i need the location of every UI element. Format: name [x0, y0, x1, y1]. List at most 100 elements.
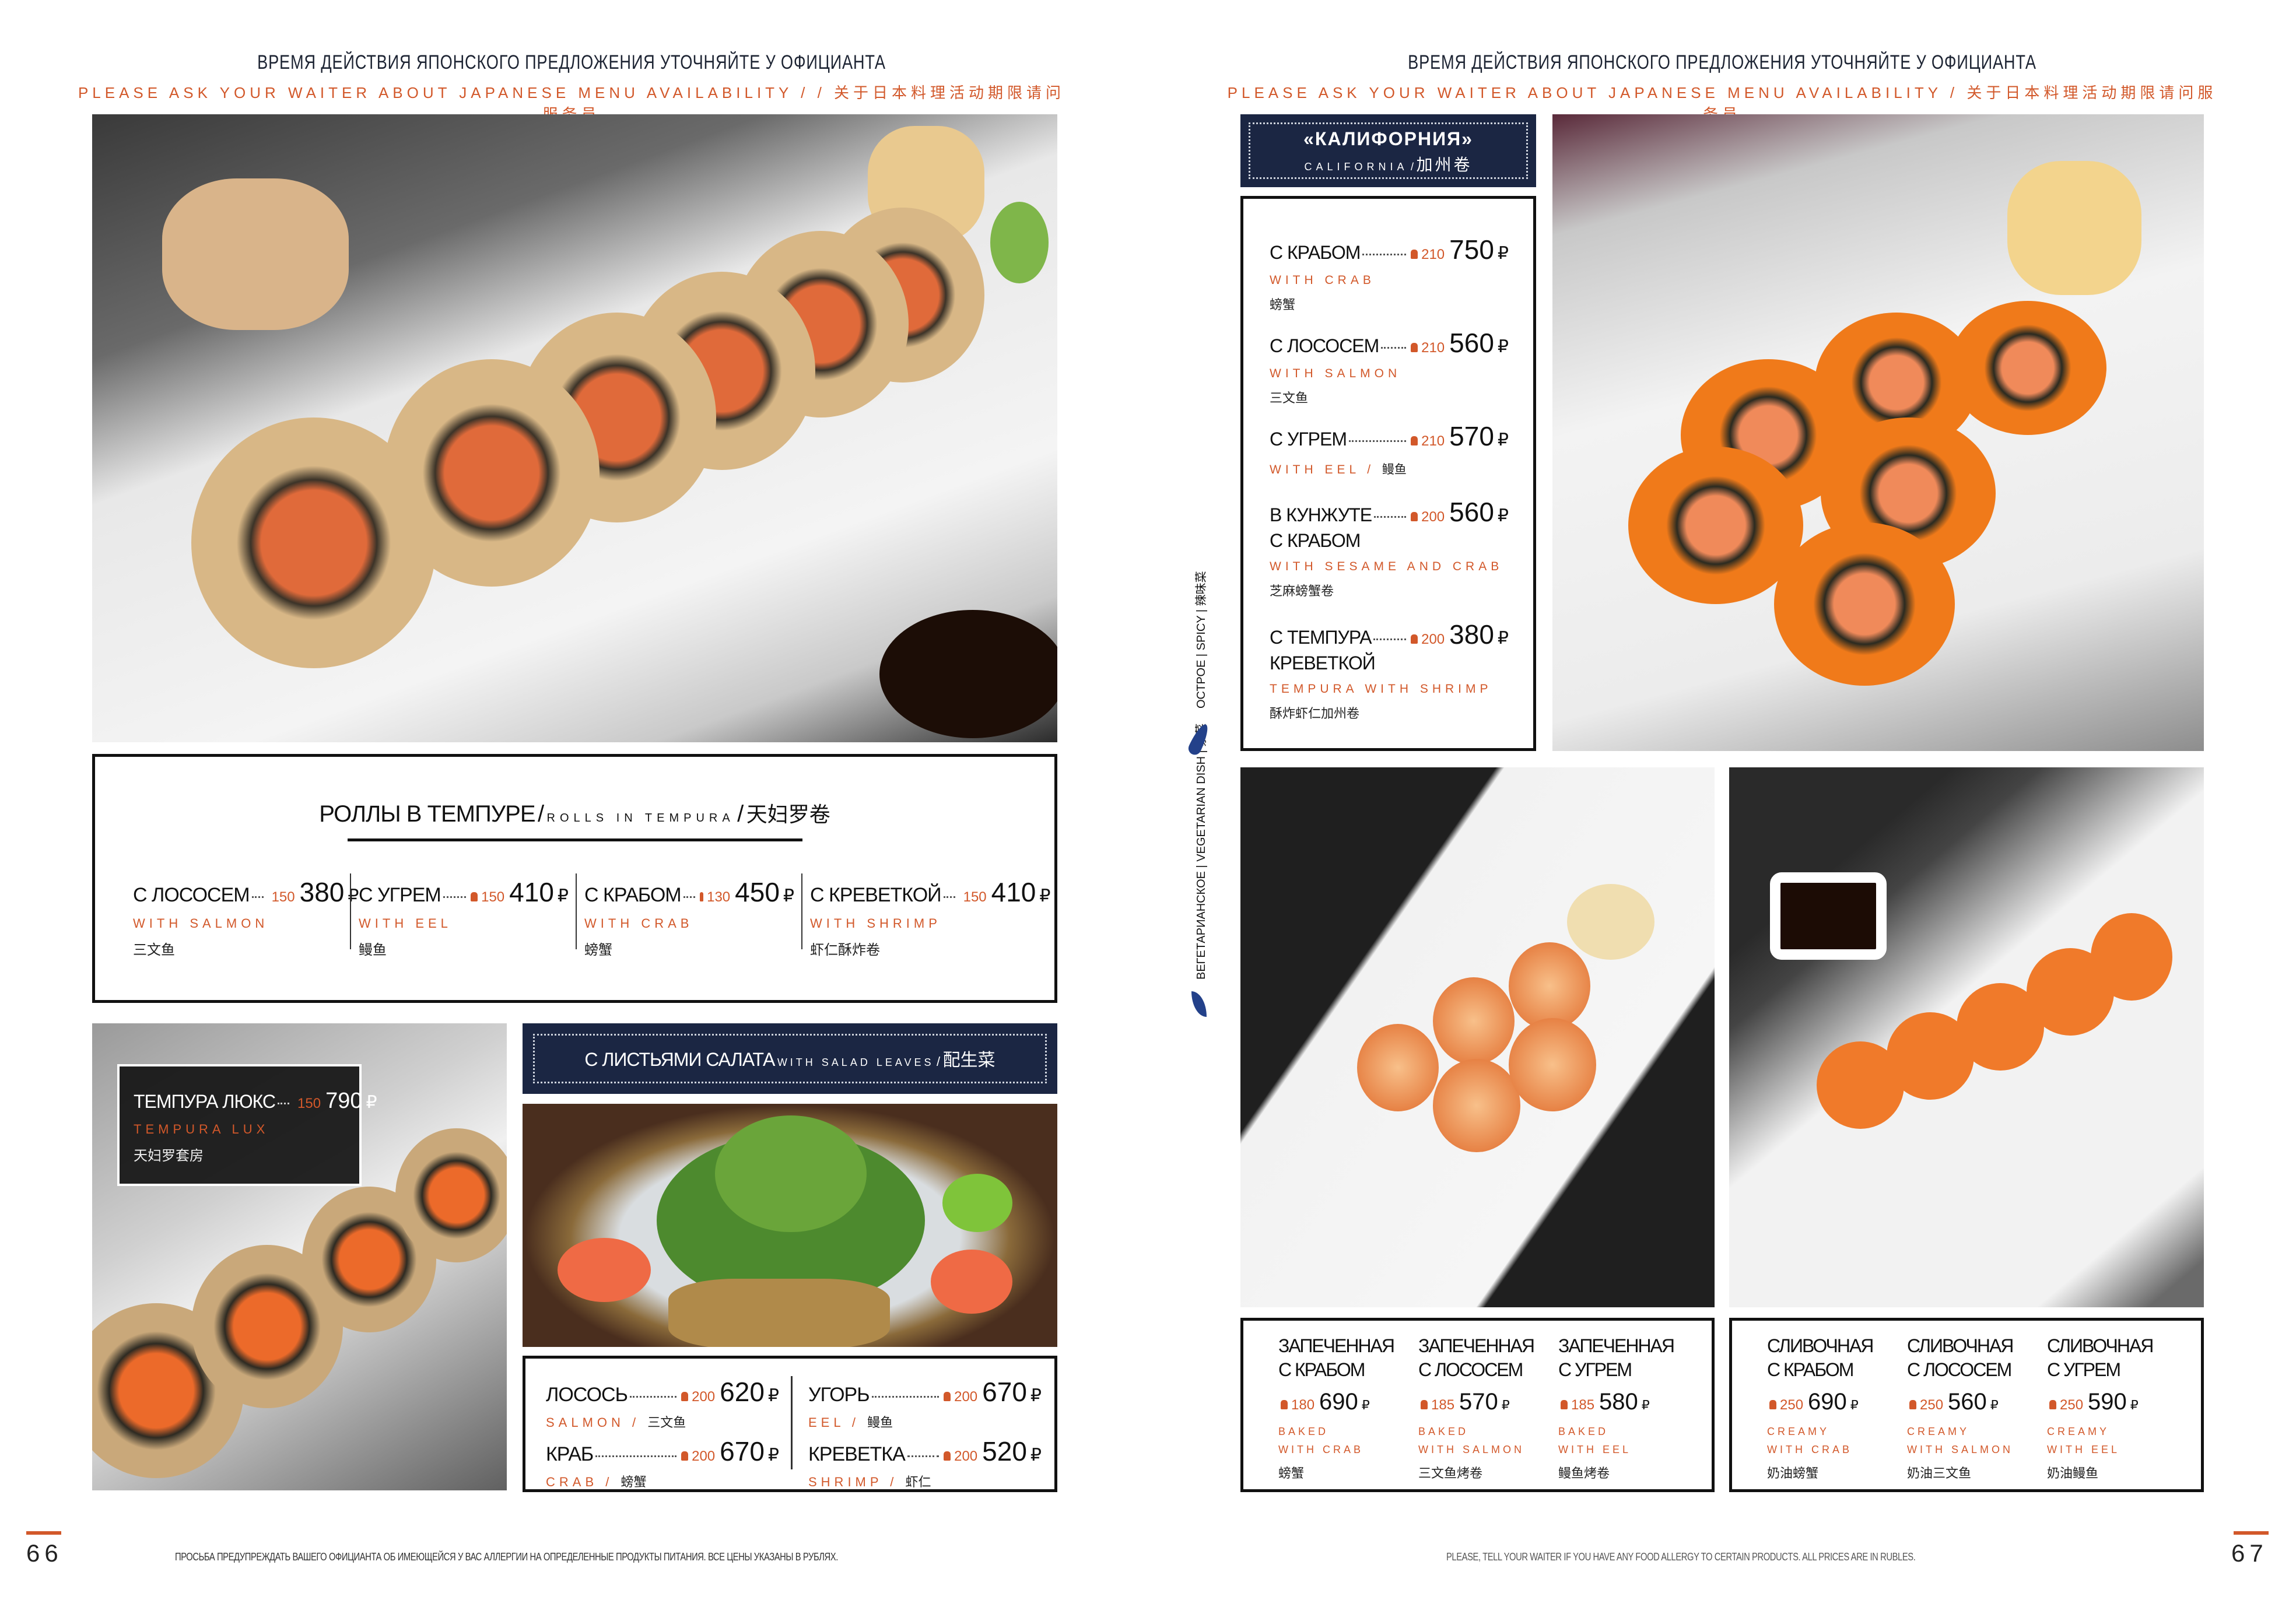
item-weight: 200 [692, 1389, 716, 1405]
menu-item: С УГРЕМ 150 410 ₽ WITH EEL 鳗鱼 [359, 876, 569, 959]
item-name: СЛИВОЧНАЯ [2047, 1335, 2154, 1356]
item-price-row: 180 690 ₽ [1278, 1389, 1412, 1415]
item-weight: 200 [1421, 509, 1445, 525]
title-en: CALIFORNIA [1304, 161, 1408, 173]
leader-dots [629, 1396, 677, 1398]
item-price-row: С ЛОСОСЕМ 150 380 ₽ [133, 876, 359, 908]
menu-item: С УГРЕМ 210 570 ₽ WITH EEL / 鳗鱼 [1270, 420, 1509, 478]
currency: ₽ [767, 1386, 779, 1405]
item-en-zh: SALMON / 三文鱼 [546, 1415, 686, 1430]
leader-dots [683, 896, 695, 898]
weight-icon [681, 1392, 689, 1401]
leader-dots [943, 896, 955, 898]
leader-dots [871, 1396, 940, 1398]
leader-dots [595, 1455, 677, 1457]
item-en: TEMPURA WITH SHRIMP [1270, 682, 1509, 696]
weight-icon [2049, 1400, 2056, 1409]
weight-icon [1411, 512, 1418, 521]
item-name-line2: С КРАБОМ [1767, 1359, 1854, 1380]
item-price: 560 [1449, 328, 1494, 358]
item-name-line2: С УГРЕМ [2047, 1359, 2121, 1380]
item-price-row: УГОРЬ 200 670 ₽ [808, 1376, 1042, 1408]
menu-item: ЗАПЕЧЕННАЯ С УГРЕМ 185 580 ₽ BAKED WITH EEL 鳗鱼烤… [1558, 1335, 1692, 1482]
item-price-row: С ТЕМПУРА 200 380 ₽ [1270, 619, 1509, 650]
tempura-lux-card: ТЕМПУРА ЛЮКС 150 790 ₽ TEMPURA LUX 天妇罗套房 [117, 1064, 377, 1186]
item-name: ЛОСОСЬ [546, 1384, 628, 1406]
item-name: В КУНЖУТЕ [1270, 504, 1372, 525]
item-weight: 180 [1291, 1397, 1315, 1413]
item-name: С КРЕВЕТКОЙ [810, 884, 942, 906]
california-header: «КАЛИФОРНИЯ» CALIFORNIA / 加州卷 [1240, 114, 1536, 187]
menu-item: УГОРЬ 200 670 ₽ EEL / 鳗鱼 [808, 1376, 1042, 1431]
item-price-row: КРАБ 200 670 ₽ [546, 1436, 779, 1467]
item-en-text: TEMPURA WITH SHRIMP [1270, 682, 1492, 696]
item-zh: 奶油螃蟹 [1767, 1466, 1819, 1480]
menu-item: С КРЕВЕТКОЙ 150 410 ₽ WITH SHRIMP 虾仁酥炸卷 [810, 876, 1050, 959]
baked-rolls-photo [1240, 767, 1715, 1307]
title-underline [347, 838, 802, 841]
item-name-line2: С УГРЕМ [1558, 1359, 1632, 1380]
item-name: ЗАПЕЧЕННАЯ [1278, 1335, 1395, 1356]
item-weight: 210 [1421, 247, 1445, 262]
menu-item: С ЛОСОСЕМ 210 560 ₽ WITH SALMON 三文鱼 [1270, 327, 1509, 406]
currency: ₽ [1497, 506, 1509, 525]
menu-item: ЛОСОСЬ 200 620 ₽ SALMON / 三文鱼 [546, 1376, 779, 1431]
item-en-zh: CRAB / 螃蟹 [546, 1475, 647, 1489]
item-en: TEMPURA LUX [134, 1122, 269, 1136]
california-items-box: С КРАБОМ 210 750 ₽ WITH CRAB 螃蟹 С ЛОСОСЕМ 210 56… [1240, 196, 1536, 751]
item-price: 670 [982, 1377, 1027, 1407]
item-en: SALMON [546, 1415, 625, 1430]
leader-dots [251, 896, 264, 898]
item-weight: 200 [954, 1389, 978, 1405]
item-name: ЗАПЕЧЕННАЯ [1418, 1335, 1535, 1356]
item-en: WITH SALMON [1270, 367, 1509, 381]
item-en: WITH CRAB [584, 916, 693, 931]
item-name: С УГРЕМ [359, 884, 441, 906]
item-weight: 150 [963, 889, 987, 905]
currency: ₽ [2130, 1398, 2139, 1412]
item-zh: 三文鱼 [1270, 391, 1309, 405]
item-weight: 185 [1571, 1397, 1595, 1413]
item-weight: 185 [1431, 1397, 1455, 1413]
item-price: 570 [1449, 421, 1494, 451]
item-price-row: С ЛОСОСЕМ 210 560 ₽ [1270, 327, 1509, 359]
menu-item: С КРАБОМ 130 450 ₽ WITH CRAB 螃蟹 [584, 876, 794, 959]
currency: ₽ [1497, 629, 1509, 648]
currency: ₽ [366, 1093, 377, 1112]
item-name-line2: КРЕВЕТКОЙ [1270, 652, 1376, 673]
item-price: 620 [720, 1377, 765, 1407]
menu-item: В КУНЖУТЕ 200 560 ₽ С КРАБОМ WITH SESAME AND … [1270, 496, 1509, 599]
item-en-line1: BAKED [1278, 1426, 1329, 1437]
page-number-left: 66 [26, 1539, 63, 1567]
title-ru: С ЛИСТЬЯМИ САЛАТА [584, 1049, 775, 1070]
item-price: 380 [1449, 619, 1494, 650]
column-divider [576, 873, 577, 949]
california-photo [1552, 114, 2204, 751]
item-price: 410 [991, 877, 1036, 907]
item-name: УГОРЬ [808, 1384, 870, 1406]
menu-item: КРАБ 200 670 ₽ CRAB / 螃蟹 [546, 1436, 779, 1490]
item-en-text: WITH SESAME AND CRAB [1270, 560, 1503, 573]
title-zh: 天妇罗卷 [746, 802, 830, 826]
item-weight: 150 [297, 1096, 321, 1111]
item-price: 560 [1449, 497, 1494, 527]
item-price-row: 250 690 ₽ [1767, 1389, 1901, 1415]
currency: ₽ [1030, 1445, 1042, 1465]
item-name: СЛИВОЧНАЯ [1907, 1335, 2014, 1356]
item-weight: 210 [1421, 340, 1445, 356]
item-price-row: С УГРЕМ 210 570 ₽ [1270, 420, 1509, 452]
item-en: SHRIMP [808, 1475, 883, 1489]
item-price: 560 [1948, 1389, 1987, 1415]
creamy-rolls-box: СЛИВОЧНАЯ С КРАБОМ 250 690 ₽ CREAMY WITH CRAB 奶… [1729, 1318, 2204, 1492]
item-zh: 三文鱼 [133, 942, 175, 958]
weight-icon [944, 1392, 951, 1401]
item-zh: 鳗鱼 [867, 1415, 893, 1430]
item-zh: 三文鱼烤卷 [1418, 1466, 1483, 1480]
item-price-row: 250 560 ₽ [1907, 1389, 2041, 1415]
item-name: КРЕВЕТКА [808, 1443, 906, 1465]
item-weight: 250 [1920, 1397, 1944, 1413]
item-en-line2: WITH SALMON [1418, 1444, 1525, 1455]
salad-header: С ЛИСТЬЯМИ САЛАТА WITH SALAD LEAVES / 配生… [523, 1023, 1057, 1094]
leader-dots [1349, 440, 1407, 442]
leader-dots [1373, 638, 1407, 640]
